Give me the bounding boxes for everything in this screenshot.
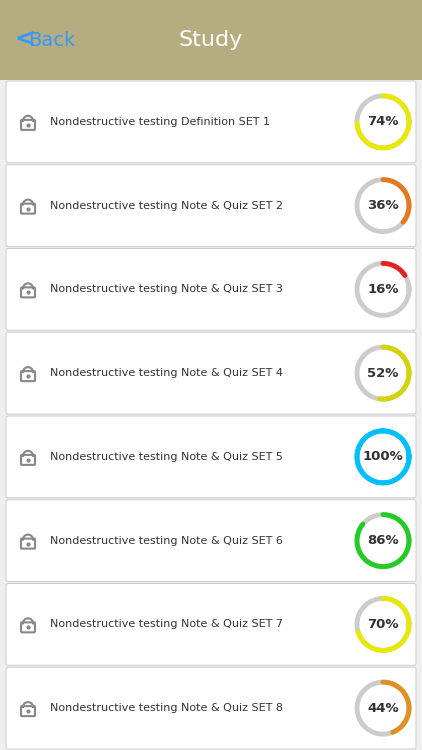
FancyBboxPatch shape [6,668,416,749]
Text: Nondestructive testing Note & Quiz SET 7: Nondestructive testing Note & Quiz SET 7 [50,620,283,629]
Text: Nondestructive testing Note & Quiz SET 6: Nondestructive testing Note & Quiz SET 6 [50,536,283,546]
Text: Back: Back [28,31,75,50]
FancyBboxPatch shape [0,0,422,80]
Text: 44%: 44% [367,702,399,715]
FancyBboxPatch shape [6,416,416,498]
Text: 36%: 36% [367,200,399,212]
Text: 100%: 100% [362,450,403,464]
Text: Nondestructive testing Note & Quiz SET 2: Nondestructive testing Note & Quiz SET 2 [50,201,283,211]
Text: 70%: 70% [367,618,399,631]
FancyBboxPatch shape [6,81,416,163]
FancyBboxPatch shape [6,332,416,414]
Text: Study: Study [179,30,243,50]
Text: Nondestructive testing Note & Quiz SET 4: Nondestructive testing Note & Quiz SET 4 [50,368,283,378]
Text: Nondestructive testing Definition SET 1: Nondestructive testing Definition SET 1 [50,117,270,127]
FancyBboxPatch shape [6,500,416,581]
Text: 16%: 16% [367,283,399,296]
Text: Nondestructive testing Note & Quiz SET 3: Nondestructive testing Note & Quiz SET 3 [50,284,283,295]
FancyBboxPatch shape [6,165,416,247]
Text: <: < [14,28,35,52]
Text: Nondestructive testing Note & Quiz SET 8: Nondestructive testing Note & Quiz SET 8 [50,704,283,713]
FancyBboxPatch shape [6,248,416,330]
Text: 86%: 86% [367,534,399,548]
Text: Nondestructive testing Note & Quiz SET 5: Nondestructive testing Note & Quiz SET 5 [50,452,283,462]
Text: 74%: 74% [367,116,399,128]
Text: 52%: 52% [367,367,399,380]
FancyBboxPatch shape [6,584,416,665]
